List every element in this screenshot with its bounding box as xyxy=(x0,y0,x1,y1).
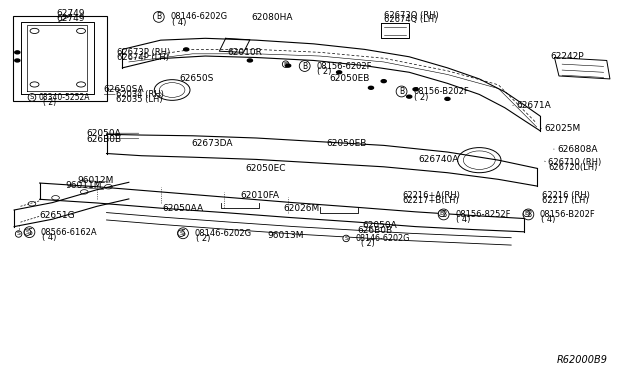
Text: 62050EB: 62050EB xyxy=(330,74,370,83)
Text: 62217+B(LH): 62217+B(LH) xyxy=(403,196,460,205)
Circle shape xyxy=(381,80,387,83)
Text: 62242P: 62242P xyxy=(550,52,584,61)
Text: 62035 (LH): 62035 (LH) xyxy=(116,96,163,105)
Text: S: S xyxy=(179,231,183,236)
Text: B: B xyxy=(441,210,446,219)
Text: 626740A: 626740A xyxy=(419,155,459,164)
Text: 62674P (LH): 62674P (LH) xyxy=(117,53,169,62)
Text: 08146-6202G: 08146-6202G xyxy=(170,12,227,22)
Text: 62216+A(RH): 62216+A(RH) xyxy=(403,191,461,200)
Circle shape xyxy=(369,86,374,89)
Circle shape xyxy=(337,71,342,74)
Text: 62673P (RH): 62673P (RH) xyxy=(117,48,171,57)
Text: 62025M: 62025M xyxy=(544,124,580,133)
Text: 62216 (RH): 62216 (RH) xyxy=(541,191,589,200)
Text: 08146-6202G: 08146-6202G xyxy=(195,229,252,238)
Text: ( 4): ( 4) xyxy=(42,233,56,242)
Text: S: S xyxy=(30,94,34,100)
Text: 08156-8252F: 08156-8252F xyxy=(455,210,511,219)
Circle shape xyxy=(445,97,450,100)
Text: B: B xyxy=(399,87,404,96)
Text: 62674Q (LH): 62674Q (LH) xyxy=(384,15,437,24)
Text: 08156-6202F: 08156-6202F xyxy=(316,61,372,71)
Text: S: S xyxy=(17,231,20,237)
Text: B: B xyxy=(524,211,529,216)
Text: 62026M: 62026M xyxy=(283,204,319,214)
Text: 96011M: 96011M xyxy=(65,182,102,190)
Text: ( 2): ( 2) xyxy=(196,234,210,243)
Text: 62749: 62749 xyxy=(56,9,84,18)
Text: 62650SA: 62650SA xyxy=(103,85,144,94)
Circle shape xyxy=(285,64,291,67)
Text: ( 2): ( 2) xyxy=(317,67,332,76)
Text: 62034 (RH): 62034 (RH) xyxy=(116,90,164,99)
Text: B: B xyxy=(440,211,444,216)
Circle shape xyxy=(15,59,20,62)
Text: B: B xyxy=(401,88,405,93)
Text: ( 2): ( 2) xyxy=(362,239,375,248)
Text: S: S xyxy=(344,236,348,241)
Text: 62050EC: 62050EC xyxy=(246,164,286,173)
Text: 62673DA: 62673DA xyxy=(191,140,233,148)
Text: R62000B9: R62000B9 xyxy=(557,355,608,365)
Text: S: S xyxy=(27,228,32,237)
Text: 08146-6202G: 08146-6202G xyxy=(355,234,410,243)
Text: 62050A: 62050A xyxy=(86,129,121,138)
Text: 626B0B: 626B0B xyxy=(86,135,121,144)
Text: 08340-5252A: 08340-5252A xyxy=(38,93,90,102)
Text: ( 4): ( 4) xyxy=(541,215,556,224)
Text: 62650S: 62650S xyxy=(180,74,214,83)
Text: 62080HA: 62080HA xyxy=(252,13,293,22)
Text: 96013M: 96013M xyxy=(268,231,304,240)
Bar xyxy=(13,16,106,101)
Text: 626720(LH): 626720(LH) xyxy=(548,163,598,172)
Text: B: B xyxy=(302,61,307,71)
Text: ( 4): ( 4) xyxy=(456,215,471,224)
Text: 626B0B: 626B0B xyxy=(357,226,392,235)
Text: B: B xyxy=(284,62,288,67)
Text: ( 4): ( 4) xyxy=(172,17,186,26)
Text: 62671A: 62671A xyxy=(516,101,551,110)
Text: S: S xyxy=(180,229,186,238)
Text: B: B xyxy=(156,12,161,22)
Text: 626808A: 626808A xyxy=(557,145,598,154)
Circle shape xyxy=(184,48,189,51)
Circle shape xyxy=(406,95,412,98)
Text: 62010R: 62010R xyxy=(228,48,262,57)
Text: S: S xyxy=(26,230,29,235)
Text: 626710 (RH): 626710 (RH) xyxy=(548,158,602,167)
Circle shape xyxy=(413,88,418,91)
Text: B: B xyxy=(526,210,531,219)
Text: 08566-6162A: 08566-6162A xyxy=(41,228,97,237)
Text: 62651G: 62651G xyxy=(40,211,76,220)
Text: 62050AA: 62050AA xyxy=(162,204,203,214)
Text: 08156-B202F: 08156-B202F xyxy=(540,210,596,219)
Text: 62010FA: 62010FA xyxy=(241,191,279,200)
Text: 08156-B202F: 08156-B202F xyxy=(413,87,468,96)
Text: 96012M: 96012M xyxy=(78,176,114,185)
Text: 62749: 62749 xyxy=(56,13,84,22)
Text: ( 2): ( 2) xyxy=(44,98,56,107)
Circle shape xyxy=(247,59,252,62)
Text: 62050EB: 62050EB xyxy=(326,140,367,148)
Circle shape xyxy=(15,51,20,54)
Text: ( 2): ( 2) xyxy=(414,93,429,102)
Text: 62050A: 62050A xyxy=(362,221,397,230)
Text: 62217 (LH): 62217 (LH) xyxy=(541,196,588,205)
Text: 62673Q (RH): 62673Q (RH) xyxy=(384,10,438,20)
